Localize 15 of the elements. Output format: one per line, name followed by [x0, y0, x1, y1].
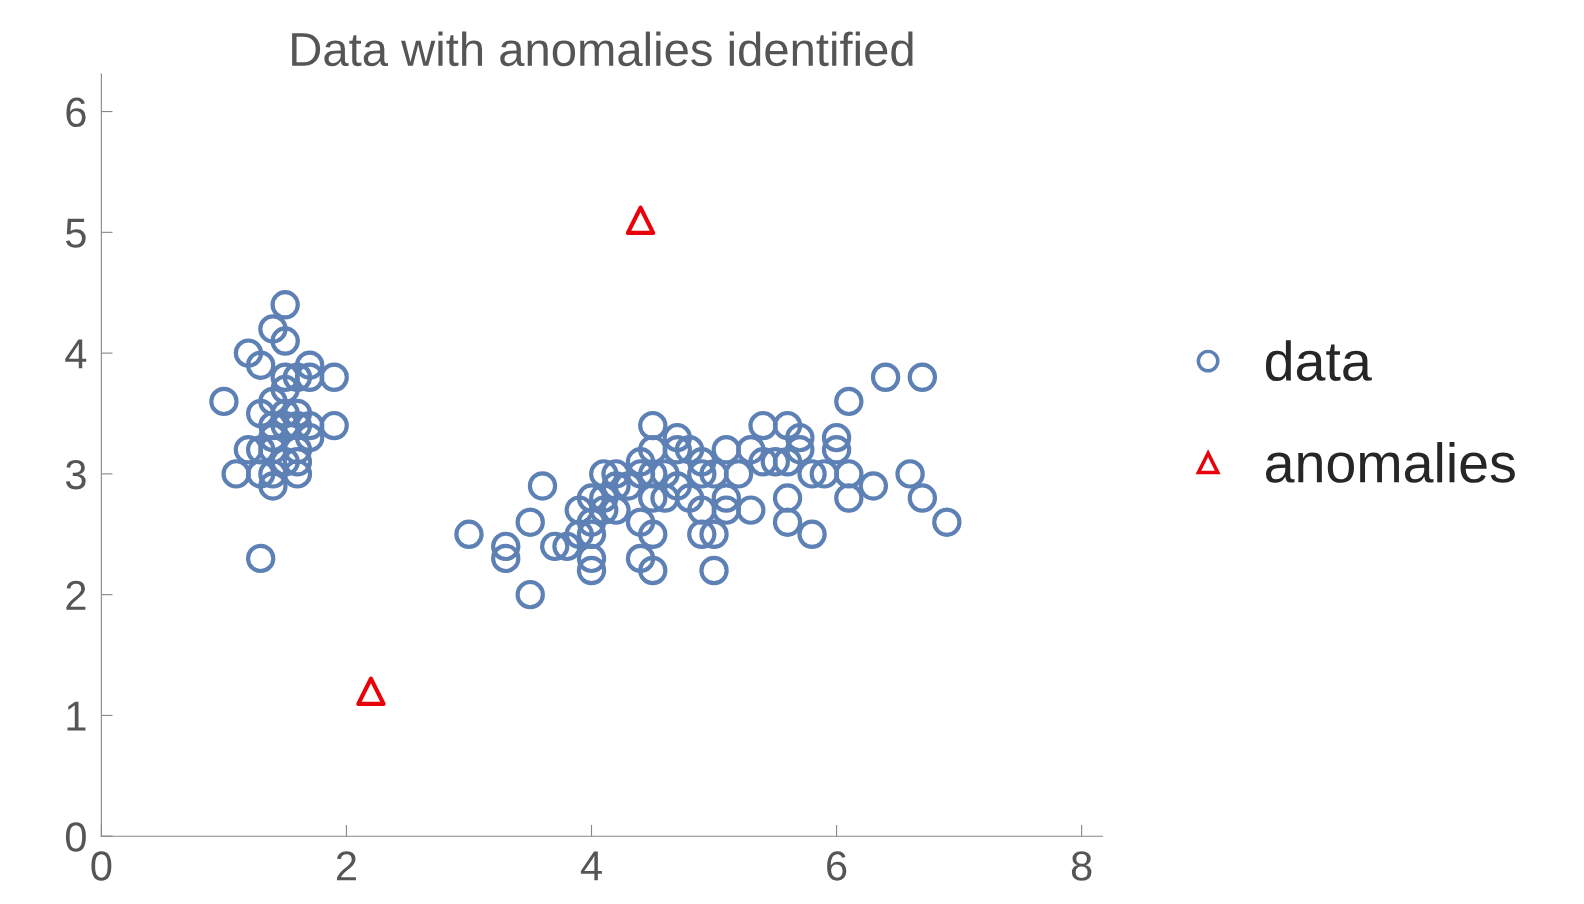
- x-tick-label: 0: [91, 851, 112, 881]
- y-tick-label: 1: [67, 701, 86, 731]
- legend-label: anomalies: [1265, 442, 1515, 483]
- y-tick-label: 6: [66, 97, 86, 128]
- x-tick-label: 4: [580, 851, 602, 881]
- y-tick-label: 3: [65, 459, 86, 490]
- y-tick-label: 5: [65, 218, 86, 248]
- x-tick-label: 6: [827, 851, 847, 881]
- x-tick-label: 8: [1071, 851, 1092, 881]
- y-tick-label: 2: [66, 580, 86, 610]
- x-tick-label: 2: [336, 851, 356, 881]
- legend-label: data: [1265, 340, 1372, 382]
- y-tick-label: 4: [65, 339, 87, 369]
- y-tick-label: 0: [65, 822, 86, 852]
- chart-title: Data with anomalies identified: [292, 31, 913, 67]
